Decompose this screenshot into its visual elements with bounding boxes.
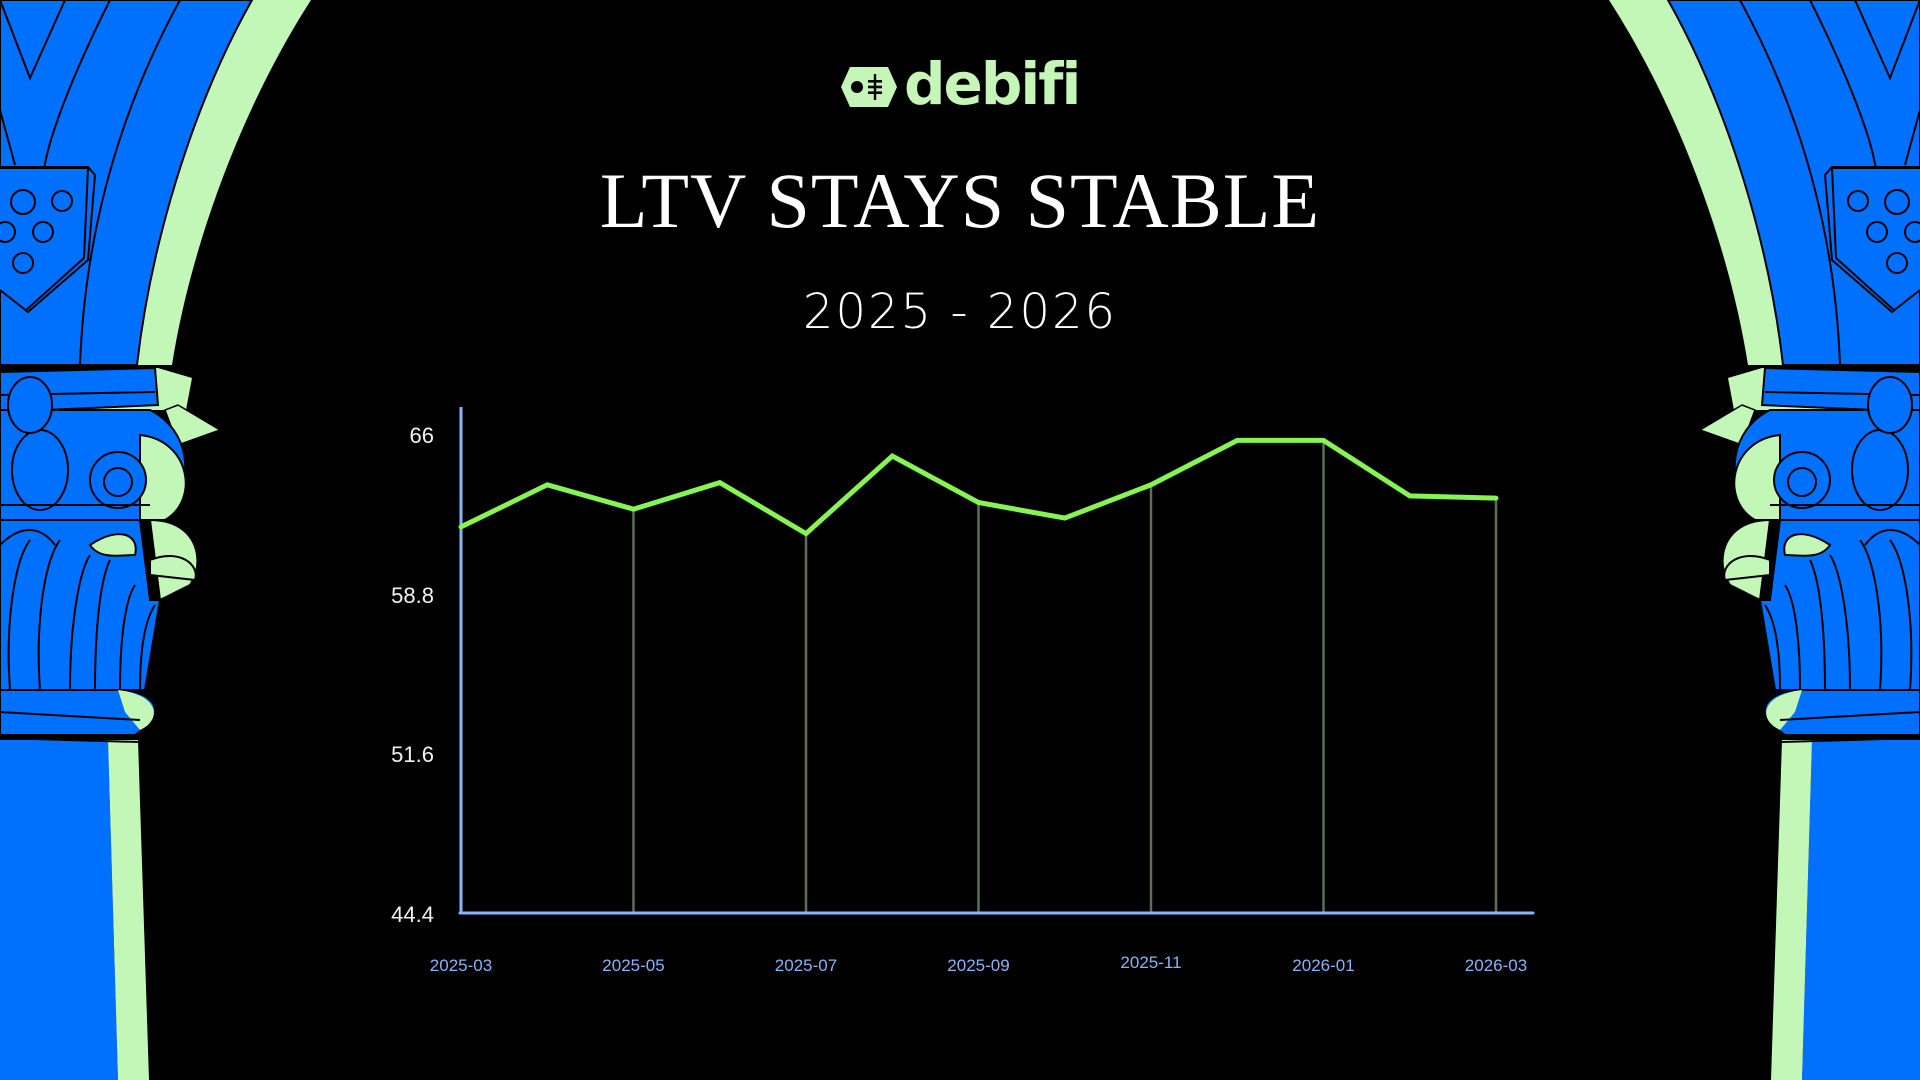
x-tick-label: 2025-07 xyxy=(774,956,838,975)
vertical-gridlines xyxy=(632,442,1498,912)
x-tick-label: 2025-05 xyxy=(602,956,665,975)
left-column-icon xyxy=(0,0,311,1080)
y-tick-label: 58.8 xyxy=(391,582,434,608)
brand-name: debifi xyxy=(904,50,1081,118)
tag-icon xyxy=(841,67,897,107)
chart-subtitle: 2025 - 2026 xyxy=(802,284,1118,340)
y-tick-label: 44.4 xyxy=(391,902,434,928)
y-tick-label: 66 xyxy=(409,423,434,448)
brand-logo: debifi xyxy=(840,50,1081,122)
chart-title: LTV STAYS STABLE xyxy=(599,157,1321,244)
x-tick-label: 2025-09 xyxy=(947,956,1010,975)
y-tick-label: 51.6 xyxy=(391,742,434,768)
x-tick-label: 2025-03 xyxy=(429,956,493,975)
x-tick-label: 2025-11 xyxy=(1120,953,1182,972)
x-tick-label: 2026-01 xyxy=(1292,956,1355,975)
x-tick-label: 2026-03 xyxy=(1464,956,1528,975)
right-column-icon xyxy=(1609,0,1920,1080)
ltv-series-line xyxy=(458,437,1499,537)
